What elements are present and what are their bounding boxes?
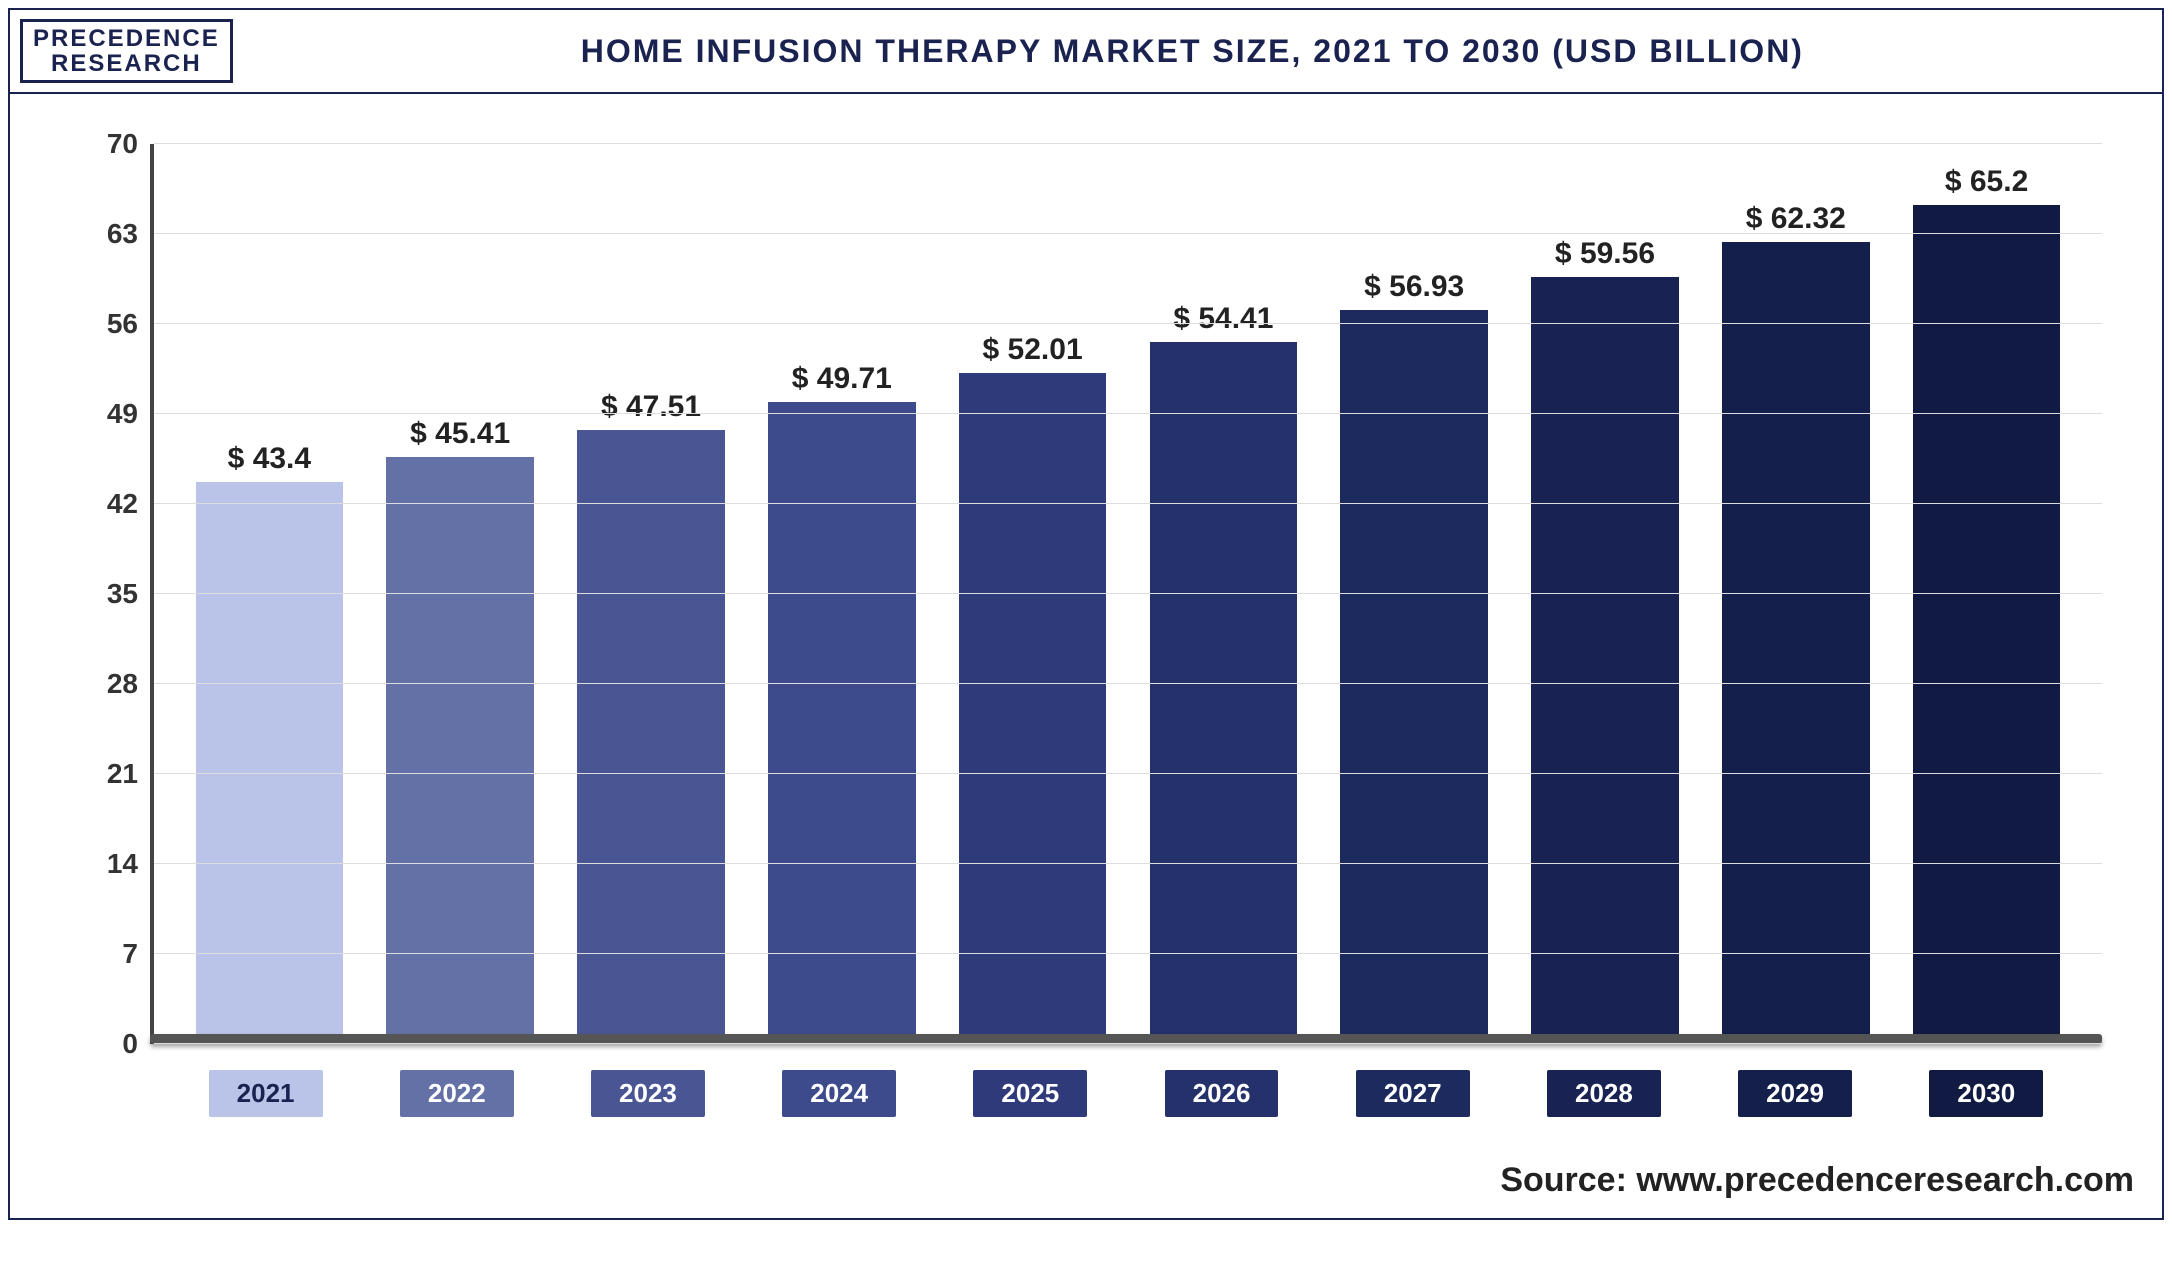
bar-value-label: $ 65.2 (1945, 165, 2028, 199)
bar-col: $ 54.41 (1133, 144, 1313, 1034)
chart-plot: 07142128354249566370 $ 43.4$ 45.41$ 47.5… (70, 144, 2102, 1044)
bar (1722, 242, 1870, 1034)
bar-col: $ 47.51 (561, 144, 741, 1034)
bar-col: $ 45.41 (370, 144, 550, 1034)
y-tick: 70 (78, 128, 138, 160)
y-tick: 14 (78, 848, 138, 880)
bar (1150, 342, 1298, 1034)
grid-line (154, 953, 2102, 954)
bar-col: $ 56.93 (1324, 144, 1504, 1034)
grid-line (154, 863, 2102, 864)
chart-area: 0 7 14 21 28 35 42 49 56 63 70 $ 43.4 $ 45.41 $ 47.5… (10, 94, 2162, 1147)
x-col: 2028 (1514, 1070, 1694, 1117)
bar (386, 457, 534, 1034)
x-axis-year-label: 2021 (209, 1070, 323, 1117)
x-col: 2029 (1705, 1070, 1885, 1117)
x-col: 2023 (558, 1070, 738, 1117)
y-tick: 63 (78, 218, 138, 250)
x-col: 2026 (1132, 1070, 1312, 1117)
grid-line (154, 413, 2102, 414)
x-axis-year-label: 2023 (591, 1070, 705, 1117)
y-axis: 07142128354249566370 (70, 144, 150, 1044)
x-axis-row: 2021 2022 2023 2024 2025 2026 2027 2028 2029 2030 (150, 1070, 2102, 1117)
bar (577, 430, 725, 1034)
bar-value-label: $ 49.71 (792, 362, 892, 396)
grid-line (154, 683, 2102, 684)
x-col: 2022 (367, 1070, 547, 1117)
chart-title: HOME INFUSION THERAPY MARKET SIZE, 2021 … (233, 33, 2152, 70)
logo-line-1: PRECEDENCE (33, 26, 220, 51)
y-tick: 56 (78, 308, 138, 340)
bar-col: $ 52.01 (943, 144, 1123, 1034)
bar-col: $ 59.56 (1515, 144, 1695, 1034)
y-tick: 0 (78, 1028, 138, 1060)
bar-value-label: $ 56.93 (1364, 270, 1464, 304)
y-tick: 28 (78, 668, 138, 700)
bar-value-label: $ 45.41 (410, 417, 510, 451)
x-axis-year-label: 2030 (1929, 1070, 2043, 1117)
brand-logo: PRECEDENCE RESEARCH (20, 19, 233, 83)
y-tick: 35 (78, 578, 138, 610)
bar-col: $ 49.71 (752, 144, 932, 1034)
x-axis-year-label: 2027 (1356, 1070, 1470, 1117)
x-axis-year-label: 2028 (1547, 1070, 1661, 1117)
x-axis-year-label: 2029 (1738, 1070, 1852, 1117)
x-col: 2024 (749, 1070, 929, 1117)
x-axis-year-label: 2022 (400, 1070, 514, 1117)
y-tick: 49 (78, 398, 138, 430)
grid-line (154, 323, 2102, 324)
x-axis-year-label: 2025 (973, 1070, 1087, 1117)
bar-col: $ 62.32 (1706, 144, 1886, 1034)
bars-container: $ 43.4 $ 45.41 $ 47.51 $ 49.71 $ 52.01 $ 54.4… (154, 144, 2102, 1044)
bar-value-label: $ 43.4 (228, 442, 311, 476)
y-tick: 21 (78, 758, 138, 790)
chart-frame: PRECEDENCE RESEARCH HOME INFUSION THERAP… (8, 8, 2164, 1220)
bar-value-label: $ 54.41 (1173, 302, 1273, 336)
bar-value-label: $ 52.01 (983, 333, 1083, 367)
bar-value-label: $ 59.56 (1555, 237, 1655, 271)
bar (768, 402, 916, 1034)
bar (1531, 277, 1679, 1034)
x-col: 2021 (176, 1070, 356, 1117)
grid-line (154, 143, 2102, 144)
x-axis-year-label: 2024 (782, 1070, 896, 1117)
bar-value-label: $ 47.51 (601, 390, 701, 424)
source-label: Source: www.precedenceresearch.com (10, 1147, 2162, 1218)
logo-line-2: RESEARCH (33, 51, 220, 76)
plot-region: $ 43.4 $ 45.41 $ 47.51 $ 49.71 $ 52.01 $ 54.4… (150, 144, 2102, 1044)
bar (1340, 310, 1488, 1034)
y-tick: 7 (78, 938, 138, 970)
grid-line (154, 593, 2102, 594)
x-col: 2027 (1323, 1070, 1503, 1117)
bar-value-label: $ 62.32 (1746, 202, 1846, 236)
bar-col: $ 43.4 (179, 144, 359, 1034)
grid-line (154, 233, 2102, 234)
x-axis: 2021 2022 2023 2024 2025 2026 2027 2028 2029 2030 (70, 1070, 2102, 1117)
x-col: 2025 (940, 1070, 1120, 1117)
grid-line (154, 503, 2102, 504)
y-tick: 42 (78, 488, 138, 520)
bar (959, 373, 1107, 1034)
bar (1913, 205, 2061, 1034)
bar-col: $ 65.2 (1897, 144, 2077, 1034)
x-axis-year-label: 2026 (1165, 1070, 1279, 1117)
header: PRECEDENCE RESEARCH HOME INFUSION THERAP… (10, 10, 2162, 94)
grid-line (154, 773, 2102, 774)
x-col: 2030 (1896, 1070, 2076, 1117)
bar (196, 482, 344, 1034)
grid-line (154, 1043, 2102, 1044)
